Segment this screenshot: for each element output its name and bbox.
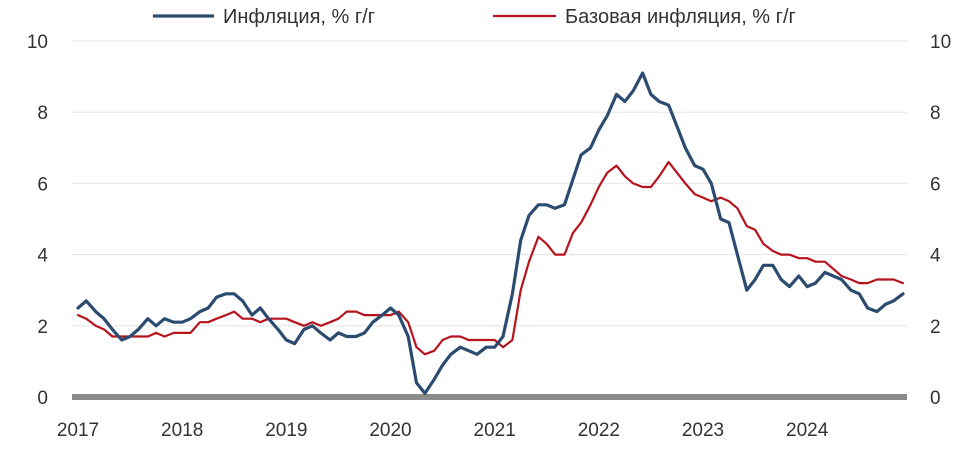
x-tick-2017: 2017 — [57, 420, 99, 441]
y-tick-right-10: 10 — [930, 32, 951, 53]
x-tick-2019: 2019 — [265, 420, 307, 441]
series-line-inflation — [76, 71, 905, 395]
x-tick-2023: 2023 — [682, 420, 724, 441]
legend-item-inflation: Инфляция, % г/г — [153, 6, 375, 28]
y-tick-left-4: 4 — [37, 246, 48, 267]
x-tick-2020: 2020 — [369, 420, 411, 441]
legend: Инфляция, % г/г Базовая инфляция, % г/г — [153, 6, 796, 28]
y-tick-right-4: 4 — [930, 246, 941, 267]
series-line-core-inflation — [76, 160, 905, 356]
series-lines — [76, 71, 905, 395]
y-tick-right-8: 8 — [930, 103, 941, 124]
y-tick-left-8: 8 — [37, 103, 48, 124]
x-tick-2018: 2018 — [161, 420, 203, 441]
x-axis: 2017 2018 2019 2020 2021 2022 2023 2024 — [57, 420, 829, 441]
legend-item-inflation-label: Инфляция, % г/г — [223, 6, 375, 28]
y-tick-right-2: 2 — [930, 317, 941, 338]
y-tick-right-6: 6 — [930, 174, 941, 195]
right-y-axis: 0 2 4 6 8 10 — [930, 32, 951, 409]
y-tick-left-0: 0 — [37, 388, 48, 409]
legend-item-core-inflation-label: Базовая инфляция, % г/г — [565, 6, 796, 28]
left-y-axis: 0 2 4 6 8 10 — [27, 32, 49, 409]
y-tick-left-2: 2 — [37, 317, 48, 338]
y-tick-left-10: 10 — [27, 32, 48, 53]
legend-item-core-inflation: Базовая инфляция, % г/г — [493, 6, 796, 28]
x-tick-2021: 2021 — [474, 420, 516, 441]
y-tick-left-6: 6 — [37, 174, 48, 195]
y-tick-right-0: 0 — [930, 388, 941, 409]
gridlines — [72, 40, 907, 327]
x-tick-2022: 2022 — [578, 420, 620, 441]
x-tick-2024: 2024 — [786, 420, 829, 441]
